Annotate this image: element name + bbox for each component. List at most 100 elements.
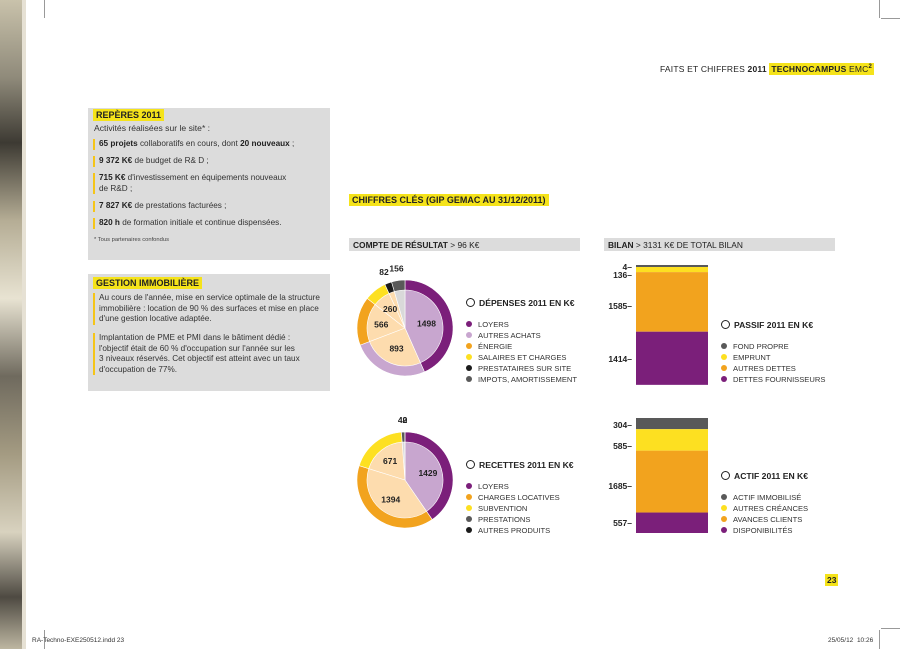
reperes-item: 715 K€ d'investissement en équipements n…	[93, 173, 286, 194]
legend-dot-icon	[466, 343, 472, 349]
reperes-box	[88, 108, 330, 260]
actif-bar-chart: 304– 585– 1685– 557–	[608, 418, 708, 533]
trim-mark	[881, 18, 900, 19]
ring-icon	[466, 298, 475, 307]
legend-item: CHARGES LOCATIVES	[466, 493, 560, 502]
pie-value-label: 1394	[381, 494, 400, 504]
legend-label: DETTES FOURNISSEURS	[733, 375, 826, 384]
legend-title-text: DÉPENSES 2011 EN K€	[479, 298, 575, 308]
pie-value-label: 566	[374, 319, 388, 329]
legend-label: AUTRES CRÉANCES	[733, 504, 809, 513]
legend-item: FOND PROPRE	[721, 342, 789, 351]
legend-label: LOYERS	[478, 320, 509, 329]
gestion-line: d'occupation de 77%.	[99, 364, 178, 374]
legend-dot-icon	[466, 516, 472, 522]
bar-segment	[636, 272, 708, 332]
reperes-item: 65 projets collaboratifs en cours, dont …	[93, 139, 294, 150]
reperes-item: 9 372 K€ de budget de R& D ;	[93, 156, 209, 167]
gestion-line: immobilière : location de 90 % des surfa…	[99, 303, 319, 313]
legend-item: AUTRES ACHATS	[466, 331, 541, 340]
legend-label: FOND PROPRE	[733, 342, 789, 351]
item-text: de R&D ;	[99, 183, 133, 193]
pie-slice-inner	[393, 289, 406, 329]
pie-slice-inner	[404, 289, 444, 364]
bar-segment	[636, 267, 708, 273]
pie-value-label: 893	[389, 343, 403, 353]
legend-label: IMPOTS, AMORTISSEMENT	[478, 375, 578, 384]
pie-value-label: 40	[398, 415, 408, 425]
gestion-paragraph-2: Implantation de PME et PMI dans le bâtim…	[93, 333, 300, 375]
legend-label: AUTRES PRODUITS	[478, 526, 551, 535]
legend-label: DISPONIBILITÉS	[733, 526, 793, 535]
legend-item: AUTRES DETTES	[721, 364, 796, 373]
gestion-line: Implantation de PME et PMI dans le bâtim…	[99, 333, 291, 342]
reperes-item: 7 827 K€ de prestations facturées ;	[93, 201, 226, 212]
ring-icon	[466, 460, 475, 469]
legend-dot-icon	[721, 527, 727, 533]
chiffres-title: CHIFFRES CLÉS (GIP GEMAC AU 31/12/2011)	[349, 194, 549, 206]
legend-label: AVANCES CLIENTS	[733, 515, 803, 524]
legend-label: AUTRES ACHATS	[478, 331, 541, 340]
legend-item: EMPRUNT	[721, 353, 771, 362]
legend-dot-icon	[721, 494, 727, 500]
item-strong: 715 K€	[99, 173, 126, 182]
legend-dot-icon	[721, 354, 727, 360]
legend-item: AVANCES CLIENTS	[721, 515, 802, 524]
legend-dot-icon	[466, 483, 472, 489]
legend-item: ÉNERGIE	[466, 342, 512, 351]
bar-segment	[636, 512, 708, 533]
recettes-legend-title: RECETTES 2011 EN K€	[466, 460, 574, 470]
bar-value-label: 585–	[613, 441, 632, 451]
bar-value-label: 1585–	[608, 301, 632, 311]
legend-dot-icon	[466, 376, 472, 382]
depenses-pie-chart: 1498 893 566 260 82 156	[356, 264, 454, 377]
gestion-line: l'objectif était de 60 % d'occupation su…	[99, 343, 295, 353]
bar-value-label: 1414–	[608, 354, 632, 364]
bilan-rest: > 3131 K€ DE TOTAL BILAN	[633, 240, 743, 250]
left-photo-edge	[22, 0, 26, 649]
legend-dot-icon	[466, 354, 472, 360]
legend-item: SALAIRES ET CHARGES	[466, 353, 566, 362]
legend-label: SUBVENTION	[478, 504, 528, 513]
pie-value-label: 671	[383, 456, 397, 466]
bilan-bold: BILAN	[608, 240, 634, 250]
pie-slice-inner	[366, 468, 427, 519]
compte-bold: COMPTE DE RÉSULTAT	[353, 240, 448, 250]
item-text: ;	[289, 139, 295, 148]
legend-label: AUTRES DETTES	[733, 364, 796, 373]
pie-value-label: 260	[383, 304, 397, 314]
item-strong: 65 projets	[99, 139, 138, 148]
left-photo-strip	[0, 0, 22, 649]
depenses-legend-title: DÉPENSES 2011 EN K€	[466, 298, 575, 308]
legend-dot-icon	[466, 365, 472, 371]
pie-value-label: 82	[379, 267, 389, 277]
item-text: collaboratifs en cours, dont	[137, 139, 241, 148]
trim-mark	[44, 630, 45, 649]
legend-label: ÉNERGIE	[478, 342, 513, 351]
legend-item: IMPOTS, AMORTISSEMENT	[466, 375, 577, 384]
bar-segment	[636, 331, 708, 385]
legend-item: DETTES FOURNISSEURS	[721, 375, 825, 384]
bar-value-label: 1685–	[608, 481, 632, 491]
legend-label: PRESTATAIRES SUR SITE	[478, 364, 572, 373]
pie-slice-inner	[404, 441, 444, 512]
footer-file: RA-Techno-EXE250512.indd 23	[32, 637, 125, 644]
footer-date: 25/05/12	[828, 637, 854, 644]
gestion-paragraph-1: Au cours de l'année, mise en service opt…	[93, 293, 320, 325]
legend-label: CHARGES LOCATIVES	[478, 493, 560, 502]
legend-title-text: RECETTES 2011 EN K€	[479, 460, 574, 470]
footer-datetime: 25/05/12 10:26	[828, 637, 873, 644]
ring-icon	[721, 320, 730, 329]
bar-value-label: 136–	[613, 270, 632, 280]
legend-dot-icon	[721, 505, 727, 511]
legend-title-text: ACTIF 2011 EN K€	[734, 471, 809, 481]
pie-value-label: 1429	[418, 468, 437, 478]
reperes-note: * Tous partenaires confondus	[94, 237, 169, 243]
item-strong: 820 h	[99, 218, 120, 227]
reperes-title: REPÈRES 2011	[93, 109, 165, 121]
bar-segment	[636, 450, 708, 513]
pie-value-label: 156	[389, 264, 403, 274]
header-brand: TECHNOCAMPUS EMC2	[769, 63, 875, 75]
legend-label: LOYERS	[478, 482, 509, 491]
brand-suffix: EMC	[849, 64, 869, 74]
